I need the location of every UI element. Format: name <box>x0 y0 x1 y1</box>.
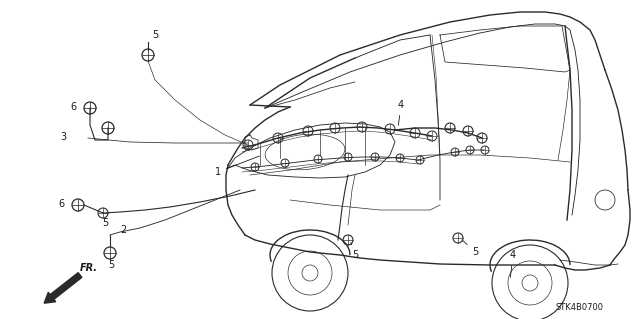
Text: STK4B0700: STK4B0700 <box>555 303 603 312</box>
Text: 5: 5 <box>351 243 358 260</box>
Text: 5: 5 <box>462 240 478 257</box>
Text: 6: 6 <box>70 102 76 112</box>
Text: 5: 5 <box>152 30 158 40</box>
Text: 4: 4 <box>510 250 516 277</box>
Text: 5: 5 <box>102 218 108 228</box>
Text: 2: 2 <box>120 225 126 235</box>
Text: FR.: FR. <box>80 263 98 273</box>
Text: 5: 5 <box>108 260 115 270</box>
Text: 1: 1 <box>215 156 259 177</box>
Text: 3: 3 <box>60 132 66 142</box>
Text: 4: 4 <box>398 100 404 125</box>
Text: 6: 6 <box>58 199 64 209</box>
FancyArrow shape <box>44 273 82 303</box>
